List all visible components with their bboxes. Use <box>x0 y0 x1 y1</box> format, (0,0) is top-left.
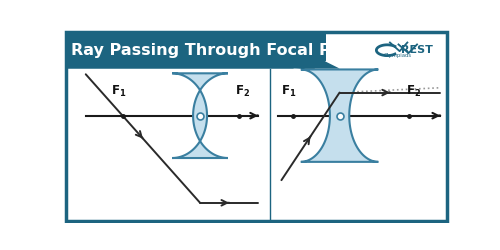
Polygon shape <box>301 70 378 162</box>
Text: $\mathbf{F_1}$: $\mathbf{F_1}$ <box>282 84 297 99</box>
Polygon shape <box>66 32 340 68</box>
Text: Olympiads: Olympiads <box>384 54 412 59</box>
Text: $\mathbf{F_2}$: $\mathbf{F_2}$ <box>235 84 250 99</box>
Polygon shape <box>172 73 228 158</box>
Polygon shape <box>66 32 326 68</box>
Text: Ray Passing Through Focal Point: Ray Passing Through Focal Point <box>71 43 366 58</box>
Text: $\mathbf{F_1}$: $\mathbf{F_1}$ <box>111 84 126 99</box>
Text: REST: REST <box>401 45 432 55</box>
Text: $\mathbf{F_2}$: $\mathbf{F_2}$ <box>406 84 421 99</box>
